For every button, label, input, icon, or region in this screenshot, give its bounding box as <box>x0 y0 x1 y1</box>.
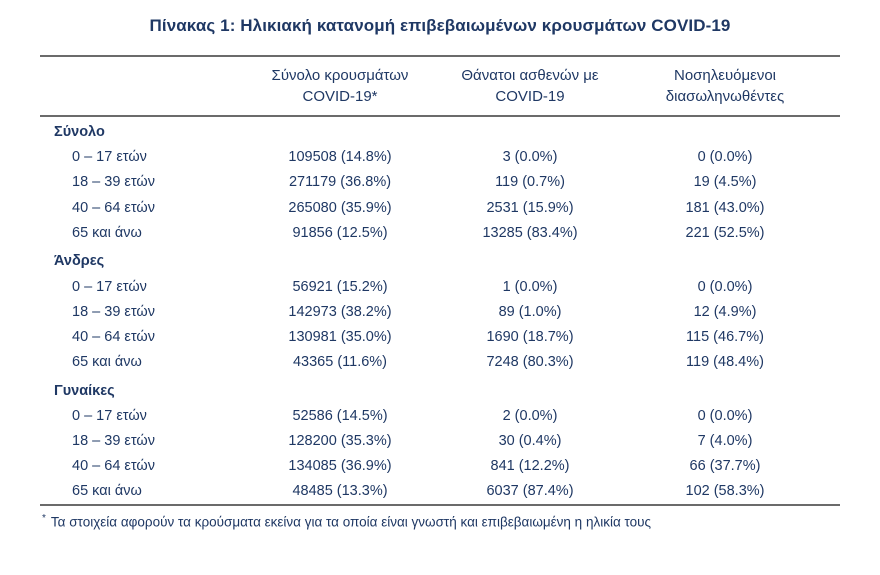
table-row: 18 – 39 ετών 142973 (38.2%) 89 (1.0%) 12… <box>40 299 840 324</box>
cases-cell: 142973 (38.2%) <box>288 303 392 320</box>
table-row: 40 – 64 ετών 130981 (35.0%) 1690 (18.7%)… <box>40 324 840 349</box>
deaths-cell: 1690 (18.7%) <box>486 328 574 345</box>
column-header-deaths-line2: COVID-19 <box>495 88 565 105</box>
table-row: 0 – 17 ετών 52586 (14.5%) 2 (0.0%) 0 (0.… <box>40 403 840 428</box>
table-row: 40 – 64 ετών 134085 (36.9%) 841 (12.2%) … <box>40 454 840 479</box>
age-label-cell: 65 και άνω <box>72 483 142 500</box>
section-header-row: Άνδρες <box>40 245 840 274</box>
cases-cell: 134085 (36.9%) <box>288 458 392 475</box>
cases-cell: 128200 (35.3%) <box>288 433 392 450</box>
table-row: 0 – 17 ετών 56921 (15.2%) 1 (0.0%) 0 (0.… <box>40 274 840 299</box>
deaths-cell: 30 (0.4%) <box>498 433 562 450</box>
deaths-cell: 3 (0.0%) <box>502 149 558 166</box>
intubated-cell: 7 (4.0%) <box>697 433 753 450</box>
deaths-cell: 119 (0.7%) <box>495 174 565 191</box>
intubated-cell: 221 (52.5%) <box>685 224 765 241</box>
age-label-cell: 40 – 64 ετών <box>72 199 155 216</box>
page-title: Πίνακας 1: Ηλικιακή κατανομή επιβεβαιωμέ… <box>149 16 731 35</box>
column-header-empty <box>40 56 230 117</box>
intubated-cell: 66 (37.7%) <box>689 458 761 475</box>
table-row: 18 – 39 ετών 271179 (36.8%) 119 (0.7%) 1… <box>40 170 840 195</box>
table-row: 40 – 64 ετών 265080 (35.9%) 2531 (15.9%)… <box>40 195 840 220</box>
cases-cell: 48485 (13.3%) <box>292 483 388 500</box>
cases-cell: 91856 (12.5%) <box>292 224 388 241</box>
section-label: Γυναίκες <box>54 382 115 399</box>
footnote-text: Τα στοιχεία αφορούν τα κρούσματα εκείνα … <box>50 514 652 530</box>
deaths-cell: 7248 (80.3%) <box>486 354 574 371</box>
deaths-cell: 89 (1.0%) <box>498 303 562 320</box>
intubated-cell: 119 (48.4%) <box>686 354 764 371</box>
deaths-cell: 6037 (87.4%) <box>486 483 574 500</box>
intubated-cell: 115 (46.7%) <box>686 328 764 345</box>
footnote-marker: * <box>42 513 46 525</box>
cases-cell: 271179 (36.8%) <box>288 174 392 191</box>
deaths-cell: 13285 (83.4%) <box>482 224 578 241</box>
age-label-cell: 40 – 64 ετών <box>72 328 155 345</box>
cases-cell: 52586 (14.5%) <box>292 407 388 424</box>
cases-cell: 265080 (35.9%) <box>288 199 392 216</box>
age-label-cell: 0 – 17 ετών <box>72 149 147 166</box>
deaths-cell: 841 (12.2%) <box>490 458 570 475</box>
intubated-cell: 181 (43.0%) <box>685 199 765 216</box>
column-header-cases: Σύνολο κρουσμάτων COVID-19* <box>230 56 450 117</box>
age-label-cell: 65 και άνω <box>72 354 142 371</box>
intubated-cell: 19 (4.5%) <box>693 174 757 191</box>
section-header-row: Γυναίκες <box>40 375 840 404</box>
deaths-cell: 2 (0.0%) <box>502 407 558 424</box>
age-label-cell: 40 – 64 ετών <box>72 458 155 475</box>
column-header-cases-line2: COVID-19* <box>302 88 378 105</box>
age-label-cell: 18 – 39 ετών <box>72 303 155 320</box>
table-row: 0 – 17 ετών 109508 (14.8%) 3 (0.0%) 0 (0… <box>40 145 840 170</box>
age-label-cell: 18 – 39 ετών <box>72 174 155 191</box>
deaths-cell: 2531 (15.9%) <box>486 199 574 216</box>
column-header-deaths: Θάνατοι ασθενών με COVID-19 <box>450 56 610 117</box>
table-row: 18 – 39 ετών 128200 (35.3%) 30 (0.4%) 7 … <box>40 428 840 453</box>
column-header-cases-line1: Σύνολο κρουσμάτων <box>271 67 409 84</box>
table-header-row: Σύνολο κρουσμάτων COVID-19* Θάνατοι ασθε… <box>40 56 840 117</box>
cases-cell: 109508 (14.8%) <box>288 149 392 166</box>
covid-age-table: Σύνολο κρουσμάτων COVID-19* Θάνατοι ασθε… <box>40 55 840 507</box>
table-row: 65 και άνω 91856 (12.5%) 13285 (83.4%) 2… <box>40 220 840 245</box>
cases-cell: 130981 (35.0%) <box>288 328 392 345</box>
intubated-cell: 102 (58.3%) <box>685 483 765 500</box>
deaths-cell: 1 (0.0%) <box>502 278 558 295</box>
section-header-row: Σύνολο <box>40 116 840 145</box>
cases-cell: 56921 (15.2%) <box>292 278 388 295</box>
intubated-cell: 0 (0.0%) <box>697 149 753 166</box>
table-row: 65 και άνω 48485 (13.3%) 6037 (87.4%) 10… <box>40 479 840 505</box>
section-label: Άνδρες <box>54 253 105 270</box>
age-label-cell: 0 – 17 ετών <box>72 407 147 424</box>
table-row: 65 και άνω 43365 (11.6%) 7248 (80.3%) 11… <box>40 350 840 375</box>
intubated-cell: 0 (0.0%) <box>697 278 753 295</box>
column-header-intubated-line2: διασωληνωθέντες <box>665 88 785 105</box>
cases-cell: 43365 (11.6%) <box>292 354 388 371</box>
section-label: Σύνολο <box>54 124 105 140</box>
intubated-cell: 0 (0.0%) <box>697 407 753 424</box>
column-header-deaths-line1: Θάνατοι ασθενών με <box>461 67 599 84</box>
age-label-cell: 18 – 39 ετών <box>72 433 155 450</box>
age-label-cell: 0 – 17 ετών <box>72 278 147 295</box>
footnote: * Τα στοιχεία αφορούν τα κρούσματα εκείνα… <box>42 513 840 530</box>
intubated-cell: 12 (4.9%) <box>693 303 757 320</box>
age-label-cell: 65 και άνω <box>72 224 142 241</box>
column-header-intubated: Νοσηλευόμενοι διασωληνωθέντες <box>610 56 840 117</box>
column-header-intubated-line1: Νοσηλευόμενοι <box>673 67 776 84</box>
